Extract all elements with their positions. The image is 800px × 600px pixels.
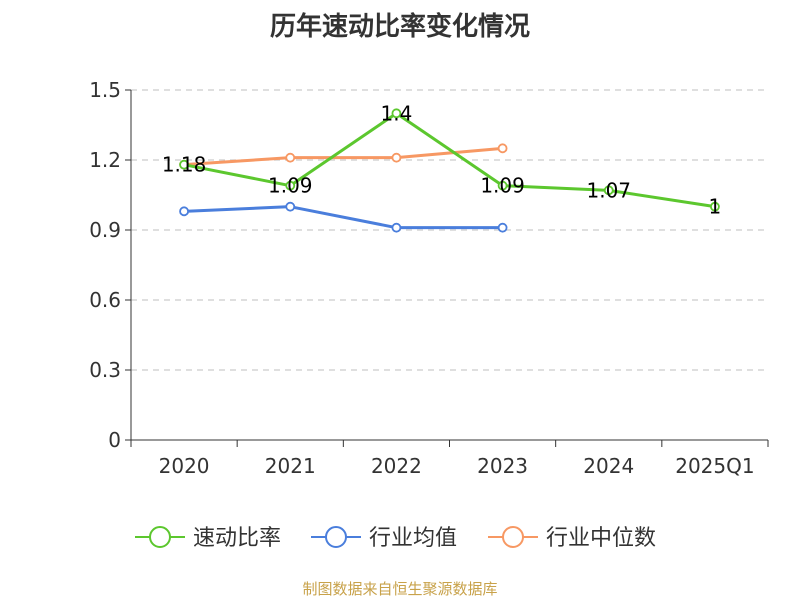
y-tick-label: 0.9 <box>89 218 121 242</box>
data-point <box>285 201 296 212</box>
data-labels: 1.18 1.09 1.4 1.09 1.07 1 <box>162 101 721 218</box>
legend-label: 行业中位数 <box>546 526 656 551</box>
x-tick-label: 2020 <box>159 454 210 478</box>
x-tick-label: 2025Q1 <box>675 454 754 478</box>
data-point <box>603 185 614 196</box>
legend-marker <box>502 526 524 548</box>
data-label: 1.07 <box>586 178 631 202</box>
data-point <box>710 201 720 212</box>
x-tick-label: 2021 <box>265 454 316 478</box>
data-point <box>497 222 508 233</box>
data-point <box>497 180 508 191</box>
source-note: 制图数据来自恒生聚源数据库 <box>302 580 498 598</box>
data-point <box>391 108 402 119</box>
legend-marker <box>325 526 347 548</box>
legend-item: 行业中位数 <box>488 526 656 551</box>
x-tick-label: 2023 <box>477 454 528 478</box>
chart-title: 历年速动比率变化情况 <box>269 12 530 42</box>
data-label: 1.09 <box>480 174 525 198</box>
y-tick-label: 1.5 <box>89 78 121 102</box>
data-point <box>285 152 296 163</box>
y-tick-label: 0.3 <box>89 358 121 382</box>
series-line-2 <box>183 146 503 167</box>
data-label: 1 <box>709 195 722 219</box>
x-tick-label: 2024 <box>583 454 634 478</box>
data-label: 1.18 <box>162 153 207 177</box>
axes: 0 0.3 0.6 0.9 1.2 1.5 2020 2021 2022 2023 2024 2025… <box>89 78 769 478</box>
legend-label: 速动比率 <box>193 526 281 551</box>
data-point <box>497 143 508 154</box>
y-tick-label: 0.6 <box>89 288 121 312</box>
legend-item: 速动比率 <box>135 526 281 551</box>
grid-lines <box>131 89 768 371</box>
legend-label: 行业均值 <box>369 526 457 551</box>
data-point <box>391 152 402 163</box>
series-group <box>179 108 720 233</box>
legend: 速动比率 行业均值 行业中位数 <box>135 526 656 551</box>
legend-marker <box>149 526 171 548</box>
y-tick-label: 0 <box>108 428 121 452</box>
data-label: 1.09 <box>268 174 313 198</box>
series-line-1 <box>184 205 503 230</box>
series-line-0 <box>183 111 716 209</box>
x-tick-label: 2022 <box>371 454 422 478</box>
data-point <box>179 159 189 170</box>
data-label: 1.4 <box>381 101 413 125</box>
y-tick-label: 1.2 <box>89 148 121 172</box>
legend-item: 行业均值 <box>311 526 457 551</box>
data-point <box>391 222 402 233</box>
data-point <box>285 180 296 191</box>
data-point <box>179 206 189 217</box>
